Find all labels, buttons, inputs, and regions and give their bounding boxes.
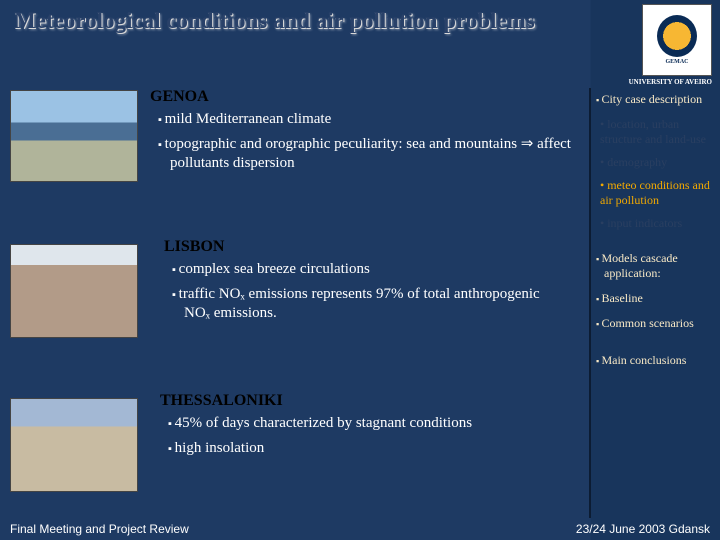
slide-title: Meteorological conditions and air pollut… — [14, 8, 574, 34]
city-title-lisbon: LISBON — [164, 238, 560, 256]
city-block-thess: THESSALONIKI 45% of days characterized b… — [156, 392, 556, 464]
logo-text: GEMAC — [666, 59, 689, 65]
city-title-thess: THESSALONIKI — [160, 392, 556, 410]
side-models: Models cascade application: — [594, 251, 714, 281]
thess-bullet-2: high insolation — [166, 439, 556, 458]
lisbon-bullet-1: complex sea breeze circulations — [170, 260, 560, 279]
side-meteo: meteo conditions and air pollution — [594, 178, 714, 208]
side-city-case: City case description — [594, 92, 714, 107]
side-location: location, urban structure and land-use — [594, 117, 714, 147]
photo-thessaloniki — [10, 398, 138, 492]
footer-right: 23/24 June 2003 Gdansk — [576, 522, 710, 536]
gemac-icon — [657, 15, 697, 57]
lisbon-bullet-2: traffic NOₓ emissions represents 97% of … — [170, 285, 560, 323]
side-demography: demography — [594, 155, 714, 170]
sidebar: City case description location, urban st… — [594, 92, 714, 378]
genoa-bullet-1: mild Mediterranean climate — [156, 110, 582, 129]
logo: GEMAC — [642, 4, 712, 76]
sidebar-divider — [589, 88, 591, 518]
photo-genoa — [10, 90, 138, 182]
side-baseline: Baseline — [594, 291, 714, 306]
side-conclusions: Main conclusions — [594, 353, 714, 368]
city-block-lisbon: LISBON complex sea breeze circulations t… — [160, 238, 560, 328]
side-input: input indicators — [594, 216, 714, 231]
side-common: Common scenarios — [594, 316, 714, 331]
genoa-bullet-2: topographic and orographic peculiarity: … — [156, 135, 582, 173]
city-title-genoa: GENOA — [150, 88, 582, 106]
slide: Meteorological conditions and air pollut… — [0, 0, 720, 540]
photo-lisbon — [10, 244, 138, 338]
footer: Final Meeting and Project Review 23/24 J… — [10, 522, 710, 536]
thess-bullet-1: 45% of days characterized by stagnant co… — [166, 414, 556, 433]
city-block-genoa: GENOA mild Mediterranean climate topogra… — [146, 88, 582, 178]
footer-left: Final Meeting and Project Review — [10, 522, 189, 536]
university-label: UNIVERSITY OF AVEIRO — [629, 78, 712, 86]
